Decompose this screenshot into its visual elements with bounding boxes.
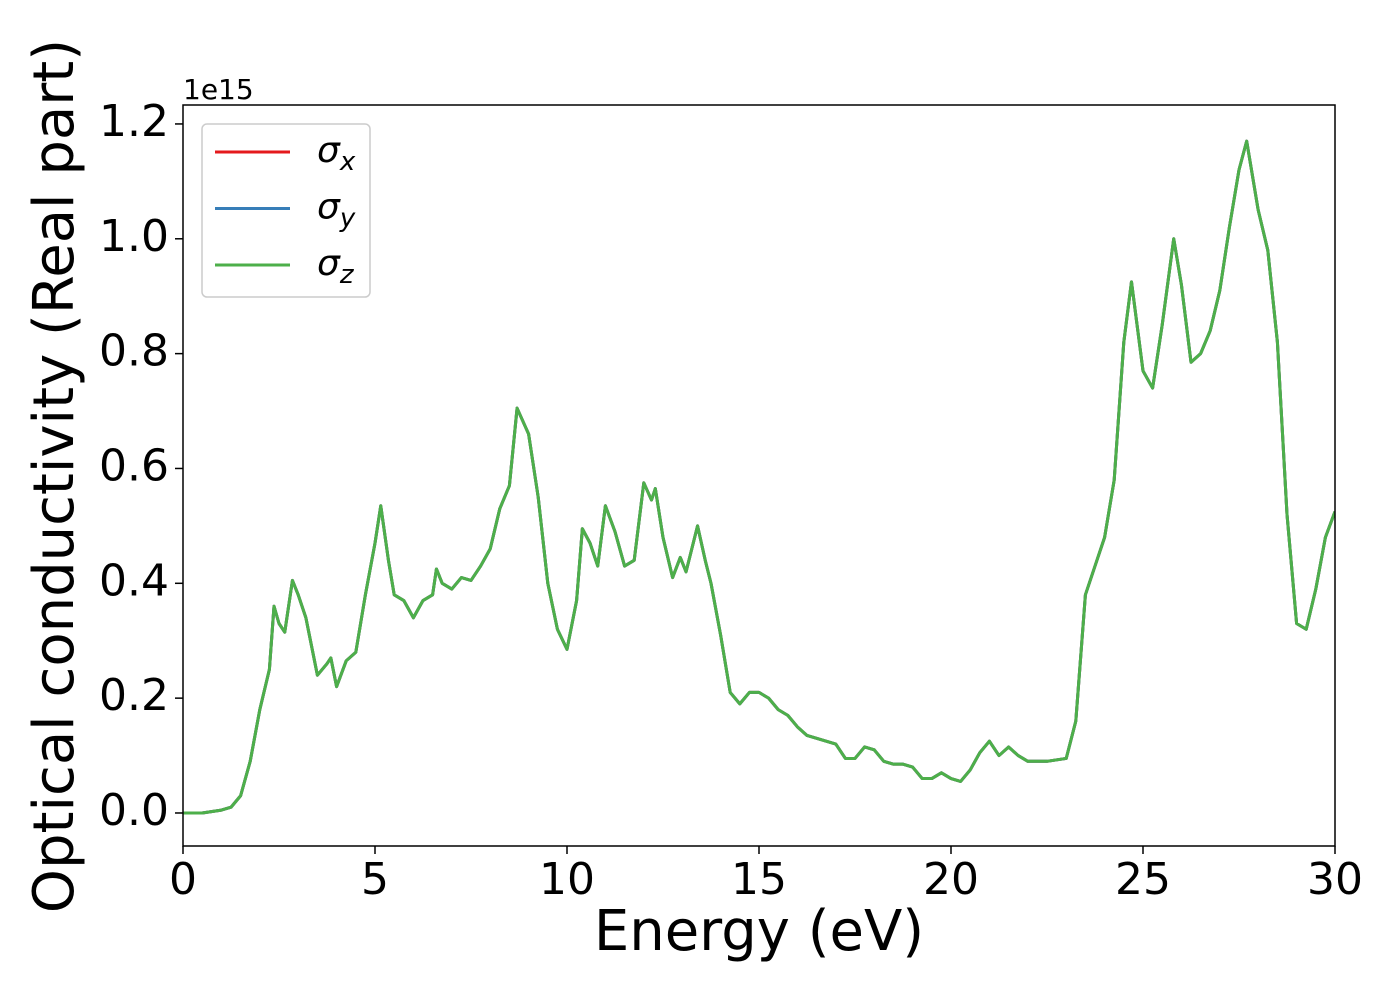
x-tick-label: 10 xyxy=(539,854,595,905)
y-tick-label: 1.2 xyxy=(99,96,169,147)
x-tick-label: 20 xyxy=(923,854,979,905)
x-tick-label: 15 xyxy=(731,854,787,905)
legend-label: σx xyxy=(317,130,356,177)
y-tick-label: 1.0 xyxy=(99,211,169,262)
legend-label: σz xyxy=(317,243,355,290)
y-tick-label: 0.8 xyxy=(99,326,169,377)
y-offset-label: 1e15 xyxy=(183,73,254,106)
x-tick-label: 30 xyxy=(1307,854,1363,905)
x-tick-label: 5 xyxy=(361,854,389,905)
x-tick-label: 0 xyxy=(169,854,197,905)
y-tick-label: 0.6 xyxy=(99,440,169,491)
series-line xyxy=(183,139,1335,815)
y-axis-label: Optical conductivity (Real part) xyxy=(22,39,87,913)
legend-box xyxy=(201,123,371,298)
y-tick-label: 0.0 xyxy=(99,785,169,836)
x-tick-label: 25 xyxy=(1115,854,1171,905)
x-axis-label: Energy (eV) xyxy=(594,899,924,964)
y-tick-label: 0.4 xyxy=(99,555,169,606)
y-tick-label: 0.2 xyxy=(99,670,169,721)
legend-label: σy xyxy=(317,187,356,234)
plot-frame xyxy=(182,104,1336,847)
